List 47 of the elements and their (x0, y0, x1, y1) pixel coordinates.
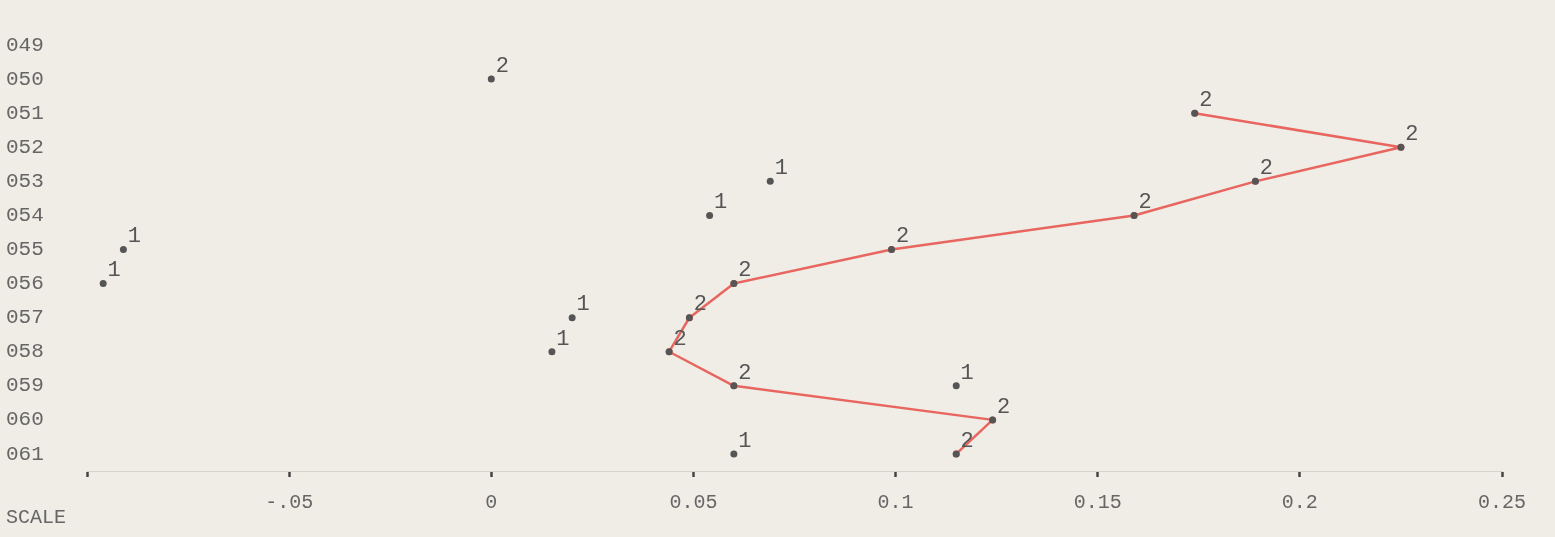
text: 1 (960, 360, 974, 386)
y-tick-label: 059 (6, 374, 44, 398)
text: 1 (738, 428, 752, 454)
point (952, 382, 960, 390)
y-tick-label: 058 (6, 340, 44, 364)
x-tick-label: 0.2 (1281, 491, 1318, 515)
text: 1 (774, 156, 788, 182)
text: 1 (107, 258, 121, 284)
y-tick-label: 051 (6, 101, 44, 125)
x-tick-label: 0.15 (1073, 491, 1122, 515)
x-tick-label: 0.05 (669, 491, 718, 515)
x-tick-label: 0 (485, 491, 498, 515)
text: 1 (714, 190, 728, 216)
text: 2 (738, 360, 752, 386)
x-tick-label: -.05 (265, 491, 314, 515)
y-tick-label: 049 (6, 33, 44, 57)
y-tick-label: 054 (6, 203, 44, 227)
point (568, 314, 576, 322)
text: 2 (1405, 122, 1419, 148)
text: 1 (576, 292, 590, 318)
point (730, 450, 738, 458)
text: 2 (738, 258, 752, 284)
text: 1 (556, 326, 570, 352)
text: 2 (1199, 88, 1213, 114)
point (706, 211, 714, 219)
point (548, 348, 556, 356)
point (766, 177, 774, 185)
y-tick-label: 052 (6, 135, 44, 159)
y-tick-label: 056 (6, 272, 44, 296)
y-tick-label: 061 (6, 442, 44, 466)
y-tick-label: 055 (6, 238, 44, 262)
y-tick-label: 057 (6, 306, 44, 330)
point (487, 75, 495, 83)
text: 2 (997, 394, 1011, 420)
x-tick-label: 0.1 (877, 491, 914, 515)
text: 2 (1259, 156, 1273, 182)
x-tick-label: 0.25 (1477, 491, 1527, 515)
text: 2 (1138, 190, 1152, 216)
y-tick-label: 050 (6, 67, 44, 91)
y-tick-label: 060 (6, 408, 44, 432)
point (119, 246, 127, 253)
point (99, 280, 107, 288)
text: 2 (495, 53, 509, 79)
x-axis-title: SCALE (6, 506, 67, 530)
y-tick-label: 053 (6, 169, 44, 193)
series-label: 1 (127, 224, 141, 250)
text: 2 (895, 224, 910, 250)
